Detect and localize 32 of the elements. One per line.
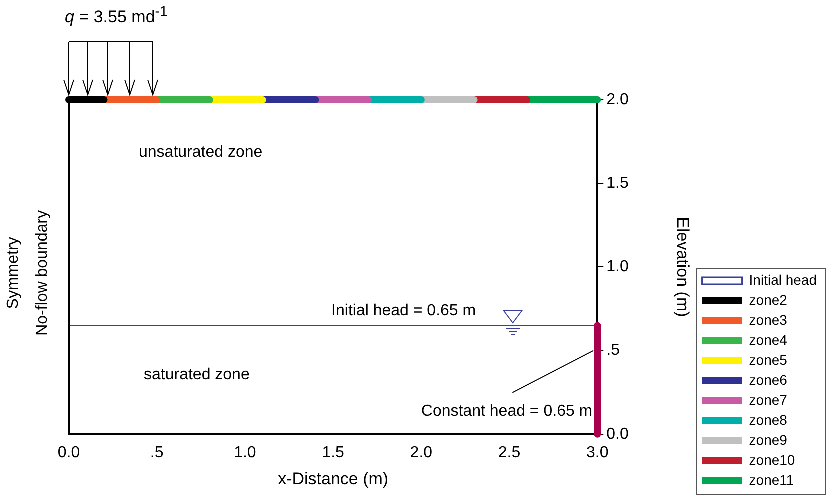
legend-label: zone2 bbox=[749, 292, 788, 308]
x-tick-label: 0.0 bbox=[58, 444, 80, 462]
x-tick-label: 1.0 bbox=[234, 444, 256, 462]
y-tick-label: 2.0 bbox=[606, 91, 629, 108]
legend-label: zone9 bbox=[749, 432, 788, 448]
x-tick-label: 2.5 bbox=[498, 444, 521, 462]
legend-label: zone6 bbox=[749, 372, 788, 388]
text: q = 3.55 md$^{-1}$ bbox=[65, 4, 168, 28]
legend-label: zone5 bbox=[749, 352, 788, 368]
annotation: Constant head = 0.65 m bbox=[421, 402, 593, 420]
x-tick-label: 3.0 bbox=[586, 444, 609, 462]
legend-label: zone10 bbox=[749, 452, 796, 468]
annotation: Initial head = 0.65 m bbox=[332, 302, 476, 320]
x-tick-label: 2.0 bbox=[410, 444, 433, 462]
x-axis-title: x-Distance (m) bbox=[278, 469, 389, 488]
text: Symmetry bbox=[5, 237, 22, 310]
y-tick-label: 0.0 bbox=[606, 426, 629, 443]
legend-label: zone8 bbox=[749, 412, 788, 428]
annotation: unsaturated zone bbox=[139, 144, 263, 161]
annotation: saturated zone bbox=[144, 366, 250, 384]
legend-label: zone11 bbox=[749, 472, 794, 488]
legend-label: zone7 bbox=[749, 392, 788, 408]
x-tick-label: .5 bbox=[150, 444, 164, 462]
y-tick-label: 1.0 bbox=[606, 258, 629, 276]
x-tick-label: 1.5 bbox=[322, 444, 345, 462]
legend-label: zone4 bbox=[749, 332, 788, 348]
legend-label: zone3 bbox=[749, 312, 788, 328]
y-axis-title: Elevation (m) bbox=[673, 217, 692, 318]
y-tick-label: .5 bbox=[606, 342, 620, 360]
legend-label: Initial head bbox=[749, 272, 817, 288]
text: No-flow boundary bbox=[34, 210, 51, 336]
y-tick-label: 1.5 bbox=[606, 175, 629, 192]
